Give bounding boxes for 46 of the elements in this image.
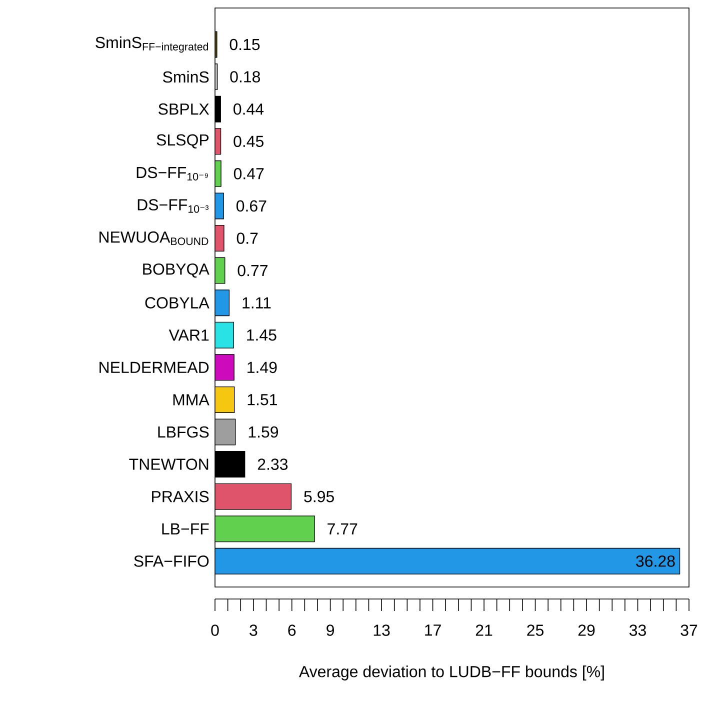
- data-label: 0.67: [236, 200, 266, 212]
- x-axis-title: Average deviation to LUDB−FF bounds [%]: [298, 666, 604, 680]
- data-label: 0.7: [236, 232, 258, 244]
- y-tick-label: TNEWTON: [129, 458, 208, 470]
- x-tick-label: 25: [527, 624, 544, 636]
- y-tick-label: SBPLX: [158, 103, 210, 115]
- x-tick-label: 6: [288, 624, 296, 636]
- data-label: 1.51: [248, 394, 277, 406]
- y-tick-label: PRAXIS: [152, 490, 209, 502]
- y-tick-label: NEWUOA$_{BOUND}$: [100, 231, 208, 246]
- y-tick-label: VAR1: [168, 330, 209, 341]
- data-label: 0.15: [230, 38, 260, 50]
- x-tick-label: 33: [629, 624, 646, 636]
- data-label: 0.47: [234, 168, 264, 180]
- y-tick-label: SLSQP: [156, 134, 209, 148]
- y-tick-label: COBYLA: [145, 297, 210, 308]
- x-tick-label: 29: [578, 624, 595, 636]
- y-tick-label: SFA−FIFO: [134, 556, 209, 567]
- y-tick-label: NELDERMEAD: [100, 362, 209, 373]
- y-tick-label: $\text{SminS}_{\text{FF−integrated}}$: [96, 36, 208, 53]
- x-tick-label: 0: [211, 624, 219, 636]
- x-tick-label: 9: [326, 624, 334, 636]
- data-label: 1.45: [247, 330, 276, 341]
- y-tick-label: DS−FF$_{10⁻⁹}$: [136, 166, 208, 180]
- data-label: 1.59: [248, 426, 278, 438]
- x-tick-label: 3: [250, 624, 258, 636]
- data-label: 0.18: [230, 71, 260, 82]
- x-tick-label: 13: [374, 624, 390, 636]
- y-tick-label: BOBYQA: [143, 263, 210, 278]
- data-label: 0.45: [234, 136, 264, 148]
- y-tick-label: DS−FF$_{10⁻³}$: [138, 199, 209, 213]
- y-tick-label: MMA: [173, 394, 210, 406]
- y-tick-label: LBFGS: [158, 426, 209, 438]
- x-tick-label: 21: [476, 624, 492, 636]
- y-tick-label: SminS: [163, 70, 209, 83]
- data-label: 5.95: [304, 490, 334, 502]
- data-label: 36.28: [636, 556, 675, 567]
- data-label: 0.44: [234, 103, 264, 115]
- data-label: 0.77: [238, 264, 268, 276]
- x-tick-label: 17: [425, 624, 441, 636]
- data-label: 7.77: [328, 523, 358, 534]
- y-tick-label: LB−FF: [162, 523, 209, 534]
- data-label: 1.11: [242, 297, 271, 308]
- data-label: 2.33: [258, 458, 288, 470]
- data-label: 1.49: [248, 362, 277, 374]
- x-tick-label: 37: [680, 624, 698, 636]
